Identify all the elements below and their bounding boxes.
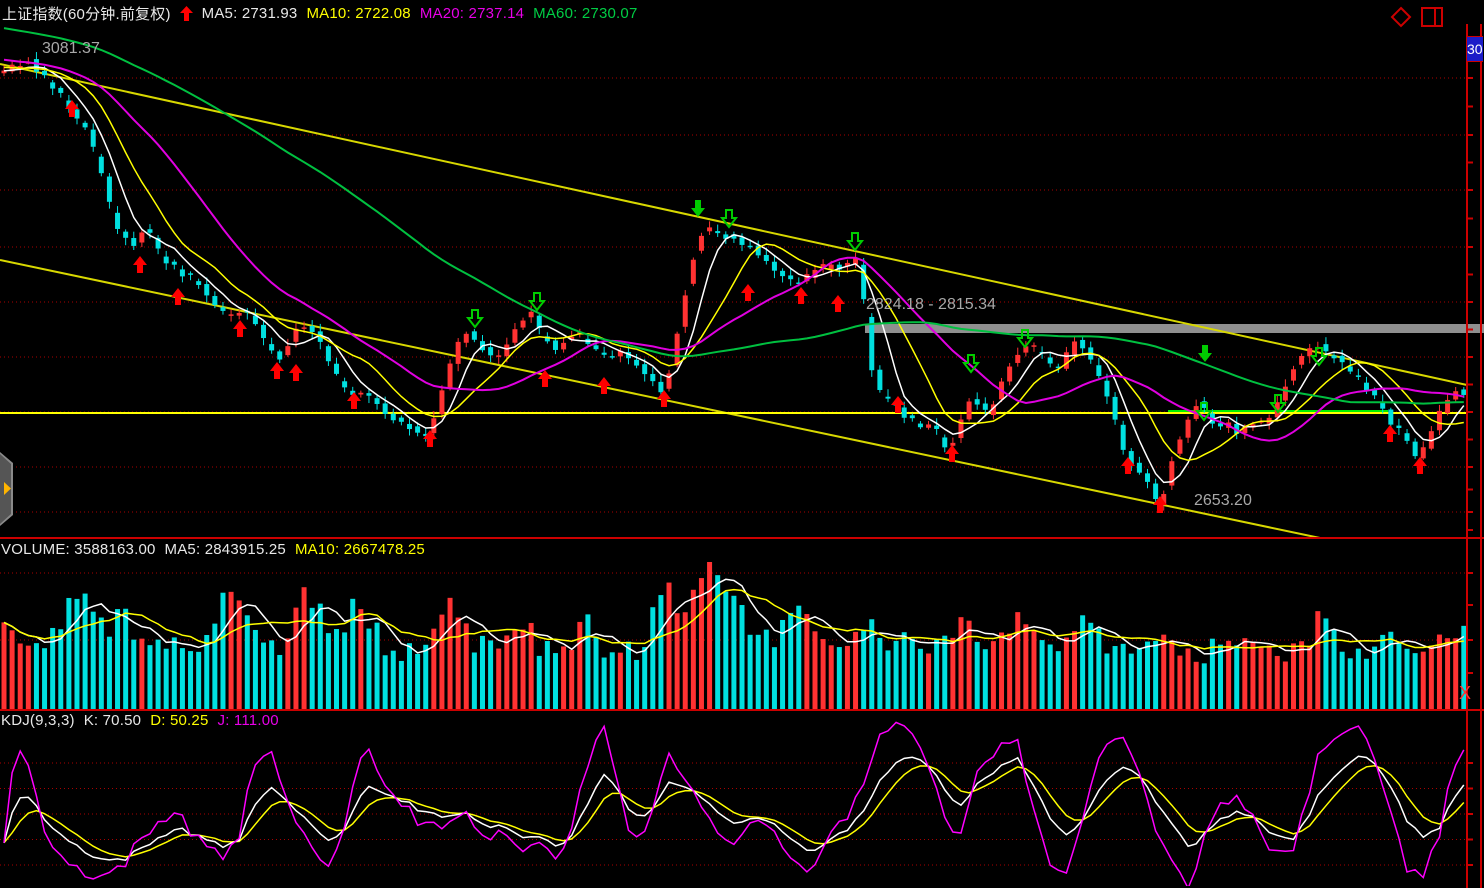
gap-range-label: 2824.18 - 2815.34 [866, 296, 996, 313]
close-indicator-button[interactable]: X [1459, 683, 1472, 703]
diamond-icon[interactable] [1390, 6, 1412, 33]
chart-toolbar [1390, 6, 1444, 33]
volume-header: VOLUME: 3588163.00 MA5: 2843915.25 MA10:… [1, 541, 425, 558]
kdj-k-value: K: 70.50 [83, 712, 142, 729]
right-triangle-icon [4, 482, 11, 495]
kdj-label: KDJ(9,3,3) [1, 712, 75, 729]
high-price-label: 3081.37 [42, 40, 100, 57]
ma60-value: MA60: 2730.07 [533, 5, 638, 22]
volume-value: VOLUME: 3588163.00 [1, 541, 156, 558]
kdj-j-value: J: 111.00 [217, 712, 279, 729]
volume-ma5-value: MA5: 2843915.25 [164, 541, 286, 558]
ma10-value: MA10: 2722.08 [306, 5, 411, 22]
window-icon[interactable] [1420, 6, 1444, 33]
volume-ma10-value: MA10: 2667478.25 [294, 541, 425, 558]
main-chart-header: 上证指数(60分钟.前复权) MA5: 2731.93 MA10: 2722.0… [2, 3, 638, 24]
low-price-label: 2653.20 [1194, 492, 1252, 509]
axis-price-tag: 30 [1467, 36, 1483, 62]
up-arrow-icon [179, 6, 193, 21]
symbol-title: 上证指数(60分钟.前复权) [2, 6, 171, 23]
kdj-header: KDJ(9,3,3) K: 70.50 D: 50.25 J: 111.00 [1, 712, 279, 729]
ma5-value: MA5: 2731.93 [201, 5, 298, 22]
sidebar-expander-handle[interactable] [0, 452, 16, 531]
ma20-value: MA20: 2737.14 [419, 5, 525, 22]
kdj-d-value: D: 50.25 [150, 712, 209, 729]
